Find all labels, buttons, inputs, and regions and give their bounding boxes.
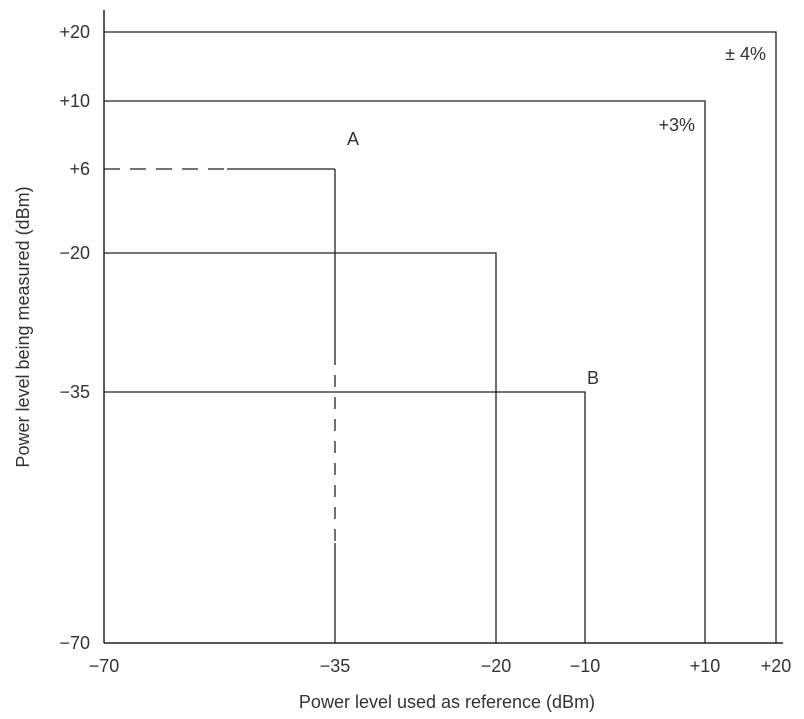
- region-4-label: ± 4%: [725, 44, 766, 64]
- region-a-label: A: [347, 129, 359, 149]
- x-tick-label: −70: [89, 656, 120, 676]
- region-b-boundary: [104, 391, 586, 643]
- x-axis-title: Power level used as reference (dBm): [299, 692, 595, 712]
- regions: [104, 31, 777, 643]
- axes: [103, 10, 783, 644]
- region-labels: ± 4% +3% A B: [347, 44, 766, 388]
- region-3-label: +3%: [658, 115, 695, 135]
- y-tick-label: −70: [59, 633, 90, 653]
- y-tick-label: −20: [59, 243, 90, 263]
- x-tick-labels: −70 −35 −20 −10 +10 +20: [89, 656, 792, 676]
- x-tick-label: −35: [320, 656, 351, 676]
- x-tick-label: −20: [481, 656, 512, 676]
- y-axis-title: Power level being measured (dBm): [13, 186, 33, 467]
- y-tick-labels: +20 +10 +6 −20 −35 −70: [59, 22, 90, 653]
- region-3-boundary: [104, 252, 497, 643]
- region-b-label: B: [587, 368, 599, 388]
- y-tick-label: +10: [59, 91, 90, 111]
- y-tick-label: −35: [59, 382, 90, 402]
- region-4-boundary: [104, 31, 777, 643]
- region-3-boundary: [104, 100, 706, 643]
- x-tick-label: −10: [570, 656, 601, 676]
- y-tick-label: +20: [59, 22, 90, 42]
- x-tick-label: +10: [690, 656, 721, 676]
- x-tick-label: +20: [761, 656, 792, 676]
- y-tick-label: +6: [69, 159, 90, 179]
